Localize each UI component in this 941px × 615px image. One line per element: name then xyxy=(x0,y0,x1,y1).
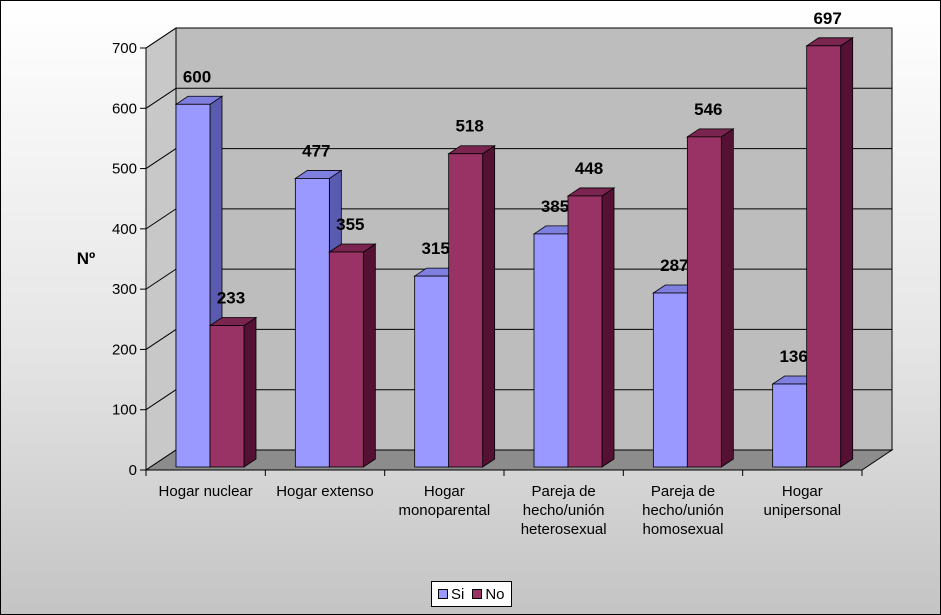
gridline-side xyxy=(145,329,177,350)
x-tick-label: Pareja de hecho/unión homosexual xyxy=(642,483,724,538)
bar-no xyxy=(806,45,842,468)
data-label: 546 xyxy=(694,100,722,119)
legend-swatch-no xyxy=(472,589,483,599)
x-tick-label: Hogar extenso xyxy=(276,483,374,500)
gridline-side xyxy=(145,87,177,109)
data-label: 385 xyxy=(541,197,569,216)
data-label: 136 xyxy=(779,347,807,366)
bar-no xyxy=(448,153,484,468)
x-tick-label: Hogar monoparental xyxy=(398,483,490,519)
data-label: 477 xyxy=(302,141,330,160)
data-label: 287 xyxy=(660,256,688,275)
x-tick-label: Pareja de hecho/unión heterosexual xyxy=(521,483,607,538)
bar-no xyxy=(209,325,245,468)
bar-si xyxy=(652,292,688,468)
bar-no xyxy=(686,136,722,468)
y-tick-label: 200 xyxy=(112,341,137,358)
legend-swatch-si xyxy=(438,589,448,599)
legend-item-si: Si xyxy=(438,586,464,603)
data-label: 233 xyxy=(217,289,245,308)
data-label: 315 xyxy=(421,239,449,258)
gridline-side xyxy=(145,27,177,49)
gridline-side xyxy=(145,208,177,230)
bar-si xyxy=(414,275,450,468)
bar-si xyxy=(533,233,569,468)
bar-no xyxy=(328,251,364,468)
data-label: 448 xyxy=(575,159,603,178)
bar-side xyxy=(840,37,854,468)
data-label: 600 xyxy=(183,67,211,86)
bar-side xyxy=(482,144,496,468)
bar-side xyxy=(362,243,376,468)
data-label: 697 xyxy=(813,9,841,28)
y-tick-label: 0 xyxy=(129,462,137,479)
bar-si xyxy=(175,103,211,468)
data-label: 355 xyxy=(336,215,364,234)
bar-side xyxy=(720,128,734,468)
bar-side xyxy=(243,316,257,468)
gridline-side xyxy=(145,148,177,169)
chart-legend: Si No xyxy=(431,581,512,607)
y-tick-label: 100 xyxy=(112,402,137,419)
data-label: 518 xyxy=(455,117,483,136)
x-tick-label: Hogar unipersonal xyxy=(764,483,842,519)
y-tick-label: 700 xyxy=(112,40,137,57)
y-tick-label: 400 xyxy=(112,221,137,238)
bar-side xyxy=(601,187,615,468)
legend-item-no: No xyxy=(472,585,505,603)
bar-no xyxy=(567,195,603,468)
gridline-side xyxy=(145,268,177,290)
legend-label-si: Si xyxy=(451,585,465,603)
bar-si xyxy=(772,383,808,468)
y-tick-label: 300 xyxy=(112,281,137,298)
plot-side-wall xyxy=(145,27,177,471)
legend-label-no: No xyxy=(485,585,505,603)
y-tick-label: 500 xyxy=(112,161,137,178)
y-axis-label: Nº xyxy=(77,249,96,268)
gridline-side xyxy=(145,389,177,411)
bar-si xyxy=(294,178,330,468)
x-tick-label: Hogar nuclear xyxy=(159,483,253,500)
y-tick-label: 600 xyxy=(112,100,137,117)
